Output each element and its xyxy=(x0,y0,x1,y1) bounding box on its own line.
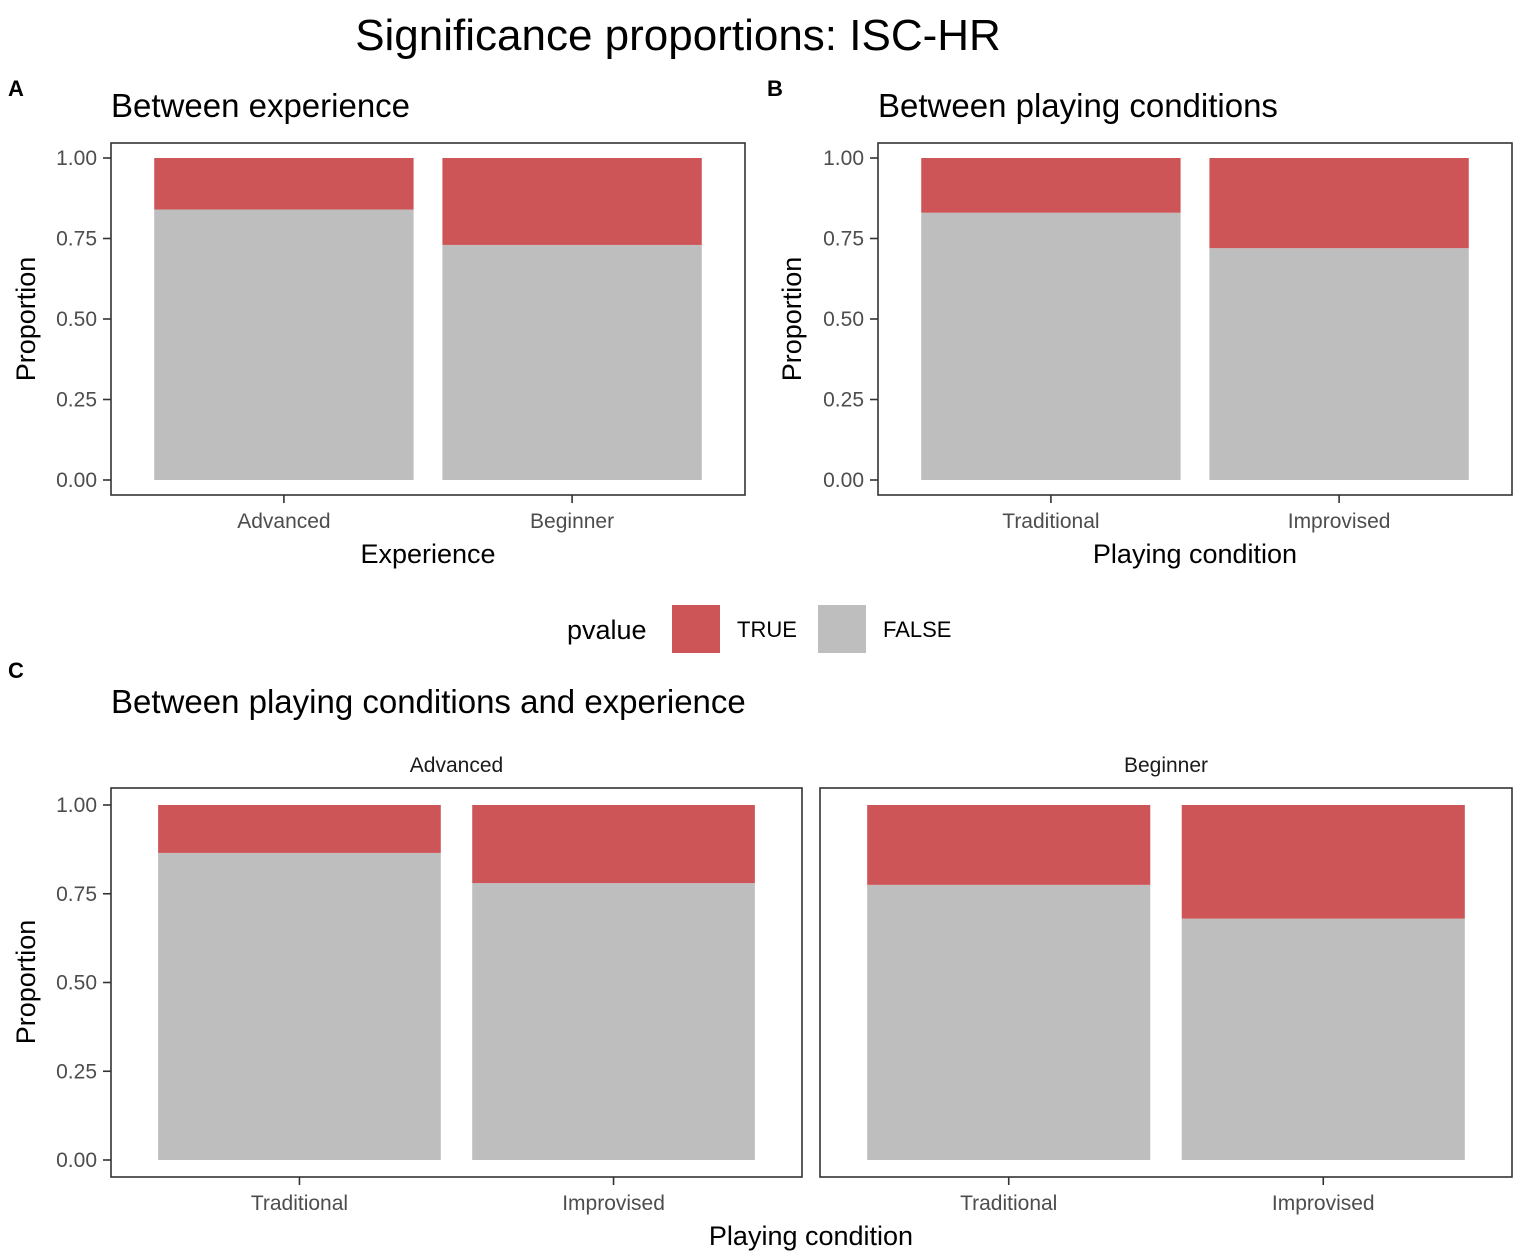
panel-c-bar-2-traditional-true xyxy=(867,805,1151,885)
panel-a: A Between experience Proportion Experience A… xyxy=(8,76,746,569)
panel-a-facet-1: Advanced Beginner 0.00 0.25 0.50 0.75 1.00 xyxy=(56,142,746,533)
panel-a-x-tick-label-1-1: Advanced xyxy=(237,510,330,533)
panel-a-title: Between experience xyxy=(111,87,410,124)
panel-b-y-tick-label-5: 1.00 xyxy=(823,147,864,170)
panel-c-bar-2-improvised-true xyxy=(1181,805,1465,919)
panel-c-title: Between playing conditions and experienc… xyxy=(111,683,746,720)
legend-label-false: FALSE xyxy=(883,617,951,642)
panel-b: B Between playing conditions Proportion Pla… xyxy=(767,76,1513,569)
panel-c-facet-1: Advanced Traditional Improvised 0.00 0.25 0.5… xyxy=(56,754,803,1215)
panel-a-label: A xyxy=(8,76,24,101)
panel-b-bar-1-traditional-false xyxy=(921,212,1181,481)
panel-c-strip-1: Advanced xyxy=(410,754,503,777)
panel-b-y-tick-label-3: 0.50 xyxy=(823,308,864,331)
panel-b-x-tick-label-1-1: Traditional xyxy=(1002,510,1099,533)
panel-c-x-tick-label-1-2: Improvised xyxy=(562,1192,665,1215)
panel-c-y-tick-label-1: 0.00 xyxy=(56,1149,97,1172)
panel-b-facet-1: Traditional Improvised 0.00 0.25 0.50 0.75 1.0… xyxy=(823,142,1513,533)
panel-c-x-tick-label-2-2: Improvised xyxy=(1272,1192,1375,1215)
panels: A Between experience Proportion Experience A… xyxy=(8,76,1513,1251)
panel-b-x-tick-label-1-2: Improvised xyxy=(1288,510,1391,533)
panel-c-bar-1-traditional-true xyxy=(158,805,441,853)
panel-c-x-tick-label-2-1: Traditional xyxy=(960,1192,1057,1215)
legend: pvalue TRUE FALSE xyxy=(567,605,951,653)
panel-a-y-tick-label-2: 0.25 xyxy=(56,389,97,412)
panel-c-bar-1-traditional-false xyxy=(158,852,441,1160)
panel-c-y-tick-label-2: 0.25 xyxy=(56,1060,97,1083)
panel-c-bar-1-improvised-true xyxy=(472,805,755,884)
main-title: Significance proportions: ISC-HR xyxy=(355,11,1001,60)
panel-c-bar-1-improvised-false xyxy=(472,883,755,1160)
panel-c-plot-frame-2 xyxy=(819,787,1513,1178)
panel-c-facet-2: Beginner Traditional Improvised xyxy=(819,754,1513,1215)
panel-c-y-tick-label-5: 1.00 xyxy=(56,794,97,817)
legend-title: pvalue xyxy=(567,615,647,645)
panel-c-strip-2: Beginner xyxy=(1124,754,1208,777)
panel-a-x-tick-label-1-2: Beginner xyxy=(530,510,614,533)
panel-a-y-tick-label-1: 0.00 xyxy=(56,469,97,492)
legend-key-false xyxy=(818,605,866,653)
panel-b-bar-1-improvised-false xyxy=(1209,248,1469,480)
panel-a-y-tick-label-5: 1.00 xyxy=(56,147,97,170)
legend-label-true: TRUE xyxy=(737,617,797,642)
panel-c-y-tick-label-3: 0.50 xyxy=(56,972,97,995)
panel-c-label: C xyxy=(8,658,24,683)
panel-a-bar-1-advanced-false xyxy=(154,209,414,480)
panel-a-bar-1-advanced-true xyxy=(154,158,414,210)
panel-b-y-tick-label-4: 0.75 xyxy=(823,228,864,251)
panel-c-y-axis-label: Proportion xyxy=(11,920,41,1045)
panel-c-bar-2-traditional-false xyxy=(867,884,1151,1160)
panel-a-y-tick-label-4: 0.75 xyxy=(56,228,97,251)
legend-key-true xyxy=(672,605,720,653)
panel-b-y-tick-label-1: 0.00 xyxy=(823,469,864,492)
panel-c: C Between playing conditions and experien… xyxy=(8,658,1513,1251)
panel-b-y-tick-label-2: 0.25 xyxy=(823,389,864,412)
panel-a-bar-1-beginner-true xyxy=(442,158,702,245)
panel-a-y-tick-label-3: 0.50 xyxy=(56,308,97,331)
panel-b-bar-1-traditional-true xyxy=(921,158,1181,213)
panel-a-y-axis-label: Proportion xyxy=(11,257,41,382)
panel-b-label: B xyxy=(767,76,783,101)
panel-c-x-axis-label: Playing condition xyxy=(709,1221,913,1251)
panel-b-bar-1-improvised-true xyxy=(1209,158,1469,249)
panel-c-x-tick-label-1-1: Traditional xyxy=(251,1192,348,1215)
panel-b-title: Between playing conditions xyxy=(878,87,1278,124)
panel-b-y-axis-label: Proportion xyxy=(777,257,807,382)
panel-a-bar-1-beginner-false xyxy=(442,244,702,480)
panel-a-x-axis-label: Experience xyxy=(360,539,495,569)
panel-b-x-axis-label: Playing condition xyxy=(1093,539,1297,569)
panel-c-bar-2-improvised-false xyxy=(1181,918,1465,1160)
panel-c-y-tick-label-4: 0.75 xyxy=(56,883,97,906)
